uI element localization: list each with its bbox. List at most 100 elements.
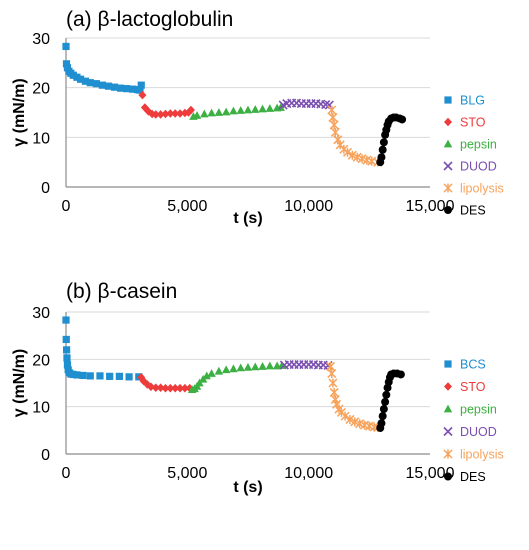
- data-point: [243, 362, 253, 371]
- legend-marker: [443, 183, 453, 193]
- data-point: [161, 109, 170, 119]
- data-point: [378, 412, 387, 421]
- data-point: [146, 382, 155, 392]
- data-point: [192, 111, 202, 119]
- legend-marker: [443, 449, 453, 459]
- legend-label: pepsin: [460, 138, 497, 152]
- data-point: [180, 383, 189, 393]
- data-point: [76, 75, 85, 83]
- data-point: [123, 85, 131, 93]
- data-point: [151, 110, 160, 119]
- data-point: [258, 104, 267, 113]
- legend-label: STO: [460, 116, 486, 130]
- data-point: [115, 372, 123, 380]
- x-tick-label: 10,000: [284, 465, 333, 482]
- data-point: [379, 138, 388, 147]
- y-tick-label: 30: [32, 305, 50, 322]
- legend: BLG STO pepsin DUOD lipolysis DES: [443, 94, 504, 218]
- data-point: [236, 106, 245, 114]
- x-axis-label: t (s): [233, 479, 262, 496]
- legend-label: DES: [460, 470, 486, 484]
- data-point: [236, 363, 245, 372]
- data-point: [139, 376, 148, 386]
- legend-label: DES: [460, 204, 486, 218]
- data-point: [221, 365, 231, 374]
- data-point: [258, 362, 267, 370]
- x-axis-label: t (s): [233, 210, 262, 227]
- x-tick-label: 15,000: [406, 465, 455, 482]
- data-point: [166, 109, 175, 118]
- data-point: [325, 361, 336, 371]
- data-point: [229, 106, 238, 115]
- data-point: [379, 405, 388, 414]
- legend-marker: [443, 139, 453, 148]
- data-point: [329, 387, 339, 397]
- legend-label: lipolysis: [460, 182, 504, 196]
- data-point: [229, 364, 238, 373]
- x-tick-label: 5,000: [167, 465, 207, 482]
- series-des: [376, 113, 407, 167]
- data-point: [166, 383, 175, 393]
- data-point: [136, 86, 144, 94]
- y-tick-label: 20: [32, 81, 50, 98]
- y-tick-label: 30: [32, 31, 50, 48]
- data-point: [98, 81, 106, 89]
- data-point: [342, 147, 353, 157]
- y-axis-label: γ (mN/m): [11, 78, 28, 146]
- legend-marker: [444, 472, 452, 481]
- data-point: [151, 383, 160, 393]
- data-point: [156, 110, 165, 119]
- data-point: [62, 60, 71, 68]
- data-point: [377, 419, 386, 428]
- data-point: [129, 85, 137, 93]
- data-point: [63, 354, 71, 362]
- data-point: [347, 150, 357, 160]
- data-point: [378, 145, 387, 154]
- series-pepsin: [189, 103, 285, 120]
- legend-marker: [444, 360, 452, 368]
- data-point: [106, 372, 114, 380]
- data-point: [176, 109, 185, 118]
- legend-marker: [443, 404, 453, 413]
- y-tick-label: 20: [32, 352, 50, 369]
- data-point: [327, 369, 337, 379]
- data-point: [350, 417, 360, 427]
- data-point: [243, 105, 253, 114]
- series-pepsin: [187, 361, 287, 394]
- legend-marker: [444, 206, 452, 214]
- data-point: [69, 370, 77, 379]
- data-point: [396, 370, 405, 379]
- chart-panel-b: (b) β-casein 0 10 20 30 0 5,000 10,000 15,000 t (…: [11, 280, 504, 496]
- data-point: [137, 81, 145, 89]
- data-point: [328, 112, 338, 122]
- data-point: [96, 372, 104, 380]
- y-axis-label: γ (mN/m): [11, 349, 28, 417]
- y-tick-label: 0: [41, 180, 50, 197]
- data-point: [382, 390, 391, 399]
- data-point: [117, 84, 125, 92]
- series-des: [376, 369, 405, 432]
- data-point: [207, 108, 216, 117]
- data-point: [176, 383, 185, 393]
- legend-marker: [444, 382, 452, 391]
- chart-title: (b) β-casein: [66, 280, 177, 303]
- legend-label: STO: [460, 380, 486, 394]
- data-point: [221, 107, 231, 116]
- data-point: [214, 366, 224, 375]
- data-point: [69, 71, 77, 79]
- data-point: [161, 383, 170, 393]
- data-point: [251, 105, 260, 113]
- legend-label: lipolysis: [460, 448, 504, 462]
- y-tick-label: 10: [32, 400, 50, 417]
- data-point: [265, 104, 275, 112]
- series-blg: [62, 42, 145, 94]
- data-point: [156, 383, 165, 393]
- legend-label: pepsin: [460, 403, 497, 417]
- series-sto: [138, 90, 195, 119]
- data-point: [138, 90, 147, 100]
- data-point: [73, 73, 81, 81]
- data-point: [92, 80, 100, 88]
- data-point: [63, 346, 71, 354]
